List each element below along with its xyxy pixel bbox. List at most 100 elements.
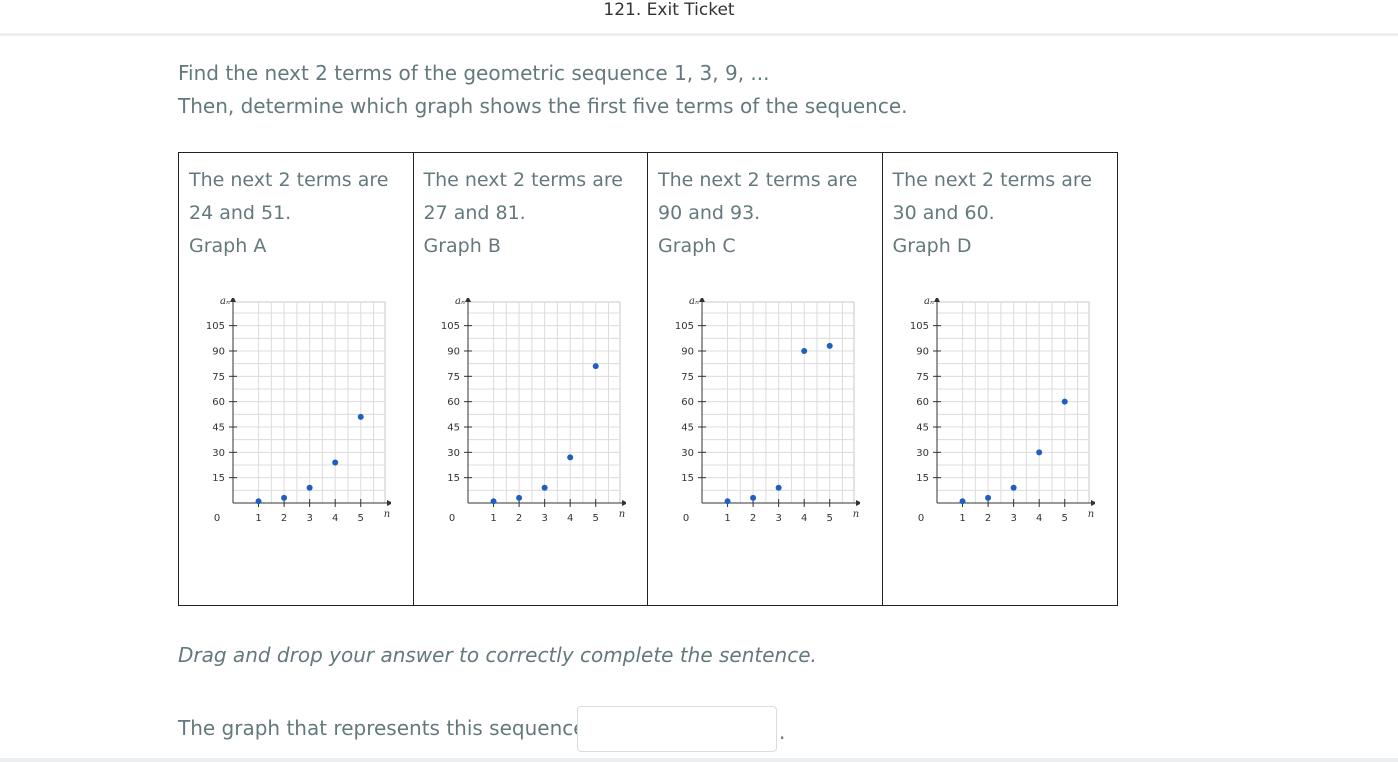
y-tick-label: 60 (681, 397, 694, 408)
x-tick-label: 1 (724, 513, 730, 524)
sentence-period: . (779, 720, 786, 744)
choice-graph-label: Graph B (423, 235, 501, 257)
answer-choices-table: The next 2 terms are 24 and 51. Graph A … (178, 152, 1118, 606)
plot-area (701, 301, 855, 504)
y-tick-label: 105 (440, 321, 459, 332)
y-axis-arrow (699, 298, 705, 302)
x-tick-label: 4 (332, 513, 338, 524)
x-tick-label: 5 (358, 513, 364, 524)
data-point (306, 484, 313, 491)
origin-label: 0 (214, 513, 220, 524)
y-tick-label: 45 (681, 422, 694, 433)
x-axis-arrow (387, 500, 391, 506)
y-tick-label: 15 (212, 473, 225, 484)
y-tick-label: 90 (212, 346, 225, 357)
data-point (826, 342, 833, 349)
data-point (959, 498, 966, 505)
y-tick-label: 15 (681, 473, 694, 484)
x-tick-label: 1 (959, 513, 965, 524)
plot-area (467, 301, 620, 504)
y-tick-label: 105 (909, 321, 928, 332)
data-point (1035, 449, 1042, 456)
page-title: 121. Exit Ticket (603, 0, 735, 20)
data-point (1061, 398, 1068, 405)
y-tick-label: 60 (447, 397, 460, 408)
x-tick-label: 1 (255, 513, 261, 524)
data-point (984, 494, 991, 501)
footer-divider (0, 758, 1398, 762)
choice-line-2: 30 and 60. (892, 202, 995, 224)
choice-b[interactable]: The next 2 terms are 27 and 81. Graph B … (414, 153, 648, 605)
origin-label: 0 (448, 513, 454, 524)
header-bar: 121. Exit Ticket (0, 0, 1398, 36)
choice-graph-label: Graph A (189, 235, 267, 257)
y-tick-label: 30 (447, 448, 460, 459)
y-tick-label: 75 (681, 372, 694, 383)
x-tick-label: 3 (306, 513, 312, 524)
choice-a[interactable]: The next 2 terms are 24 and 51. Graph A … (179, 153, 414, 605)
data-point (592, 363, 599, 370)
plot-area (232, 301, 386, 504)
x-tick-label: 5 (1061, 513, 1067, 524)
y-tick-label: 90 (681, 346, 694, 357)
y-tick-label: 60 (916, 397, 929, 408)
data-point (357, 413, 364, 420)
x-axis-arrow (856, 500, 860, 506)
choice-d[interactable]: The next 2 terms are 30 and 60. Graph D … (883, 153, 1118, 605)
x-tick-label: 3 (775, 513, 781, 524)
x-axis-label: n (384, 509, 390, 520)
x-tick-label: 2 (515, 513, 521, 524)
y-tick-label: 30 (916, 448, 929, 459)
y-tick-label: 75 (447, 372, 460, 383)
x-tick-label: 1 (490, 513, 496, 524)
choice-graph-label: Graph D (892, 235, 972, 257)
y-axis-arrow (933, 298, 940, 302)
data-point (1010, 484, 1017, 491)
y-tick-label: 75 (916, 372, 929, 383)
x-tick-label: 2 (984, 513, 990, 524)
x-axis-arrow (1090, 500, 1095, 506)
choice-line-2: 24 and 51. (189, 202, 292, 224)
y-axis-label: aₙ (220, 298, 230, 307)
y-tick-label: 45 (212, 422, 225, 433)
prompt-line-1: Find the next 2 terms of the geometric s… (178, 61, 770, 85)
y-tick-label: 45 (916, 422, 929, 433)
y-tick-label: 45 (447, 422, 460, 433)
question-prompt: Find the next 2 terms of the geometric s… (178, 57, 908, 123)
data-point (750, 494, 757, 501)
x-tick-label: 2 (750, 513, 756, 524)
data-point (775, 484, 782, 491)
origin-label: 0 (917, 513, 923, 524)
choice-c[interactable]: The next 2 terms are 90 and 93. Graph C … (648, 153, 883, 605)
y-tick-label: 105 (675, 321, 694, 332)
y-axis-label: aₙ (454, 298, 464, 307)
y-tick-label: 30 (212, 448, 225, 459)
y-axis-arrow (464, 298, 471, 302)
x-tick-label: 2 (281, 513, 287, 524)
y-tick-label: 15 (447, 473, 460, 484)
instruction-text: Drag and drop your answer to correctly c… (178, 643, 817, 667)
y-axis-arrow (230, 298, 236, 302)
data-point (332, 459, 339, 466)
answer-drop-zone[interactable] (577, 706, 777, 752)
data-point (566, 454, 573, 461)
x-tick-label: 3 (1010, 513, 1016, 524)
prompt-line-2: Then, determine which graph shows the fi… (178, 94, 908, 118)
sentence-text: The graph that represents this sequence … (178, 716, 608, 740)
y-axis-label: aₙ (689, 298, 699, 307)
data-point (515, 494, 522, 501)
choice-graph-label: Graph C (658, 235, 736, 257)
choice-line-1: The next 2 terms are (892, 169, 1092, 191)
data-point (724, 498, 731, 505)
x-tick-label: 4 (801, 513, 807, 524)
x-axis-label: n (618, 509, 624, 520)
choice-line-1: The next 2 terms are (189, 169, 389, 191)
y-tick-label: 30 (681, 448, 694, 459)
x-axis-arrow (621, 500, 626, 506)
x-tick-label: 4 (566, 513, 572, 524)
x-axis-label: n (853, 509, 859, 520)
